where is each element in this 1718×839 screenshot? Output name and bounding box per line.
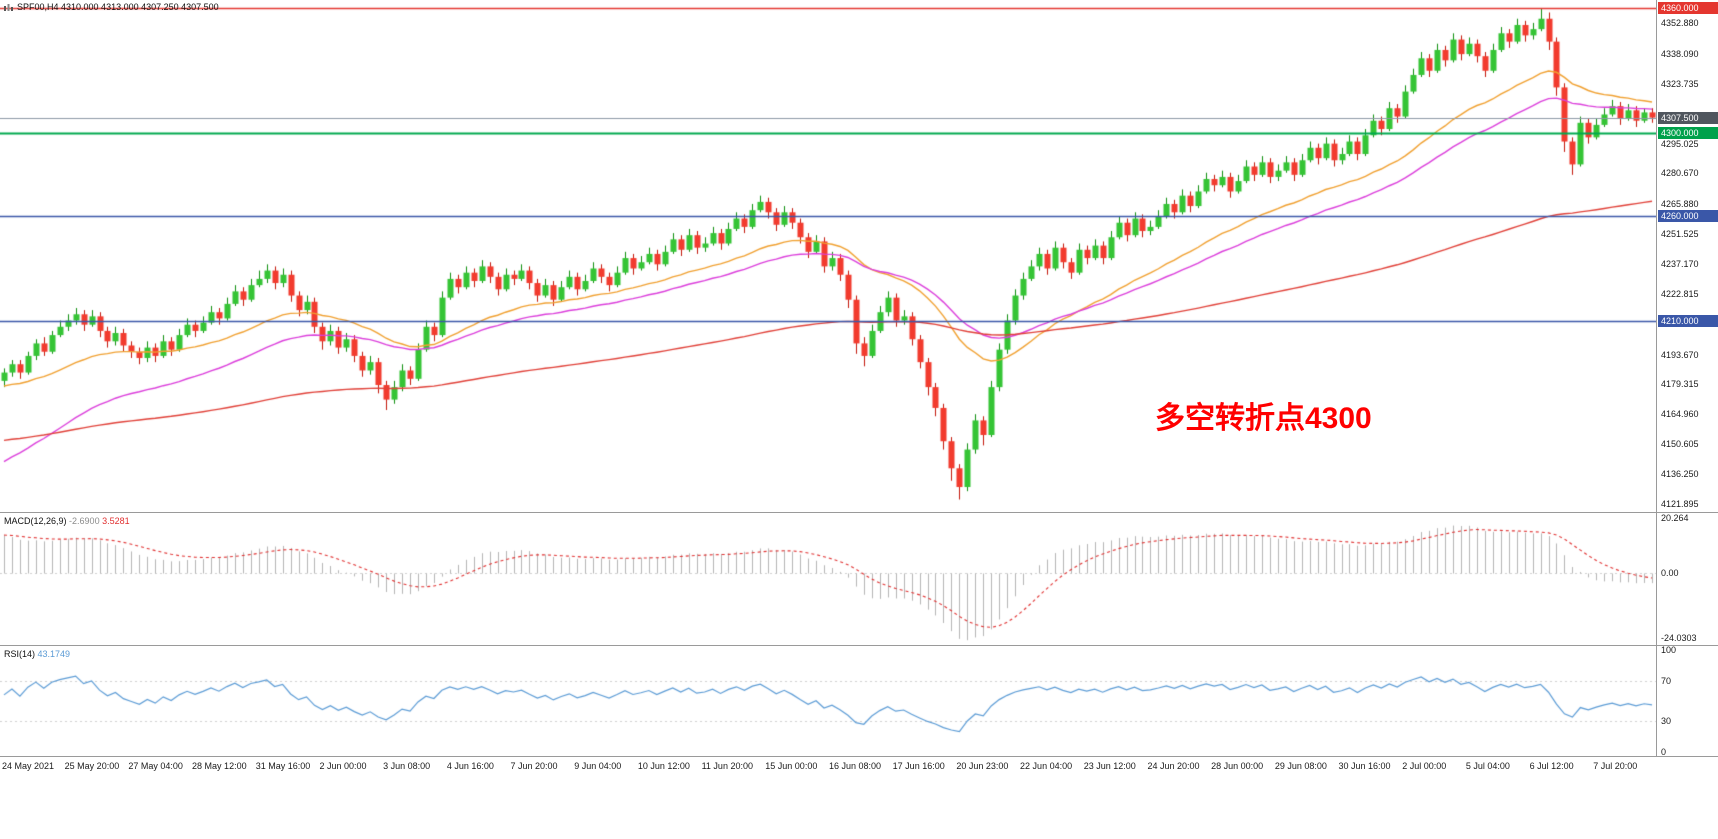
macd-signal-value: 3.5281 [102,516,130,526]
time-axis-label: 23 Jun 12:00 [1083,761,1136,771]
macd-axis-label: 0.00 [1661,567,1679,578]
time-axis-label: 22 Jun 04:00 [1020,761,1073,771]
time-axis-label: 2 Jun 00:00 [319,761,367,771]
time-axis-label: 30 Jun 16:00 [1338,761,1391,771]
panel-separator[interactable] [0,645,1718,646]
price-chart-panel: SPF00,H4 4310.000 4313.000 4307.250 4307… [0,0,1718,512]
price-tick-label: 4237.170 [1661,258,1699,269]
macd-axis[interactable]: 20.264 0.00 -24.0303 [1656,513,1718,645]
price-axis[interactable]: 4352.880 4338.090 4323.735 4295.025 4280.670… [1656,0,1718,512]
time-axis-label: 7 Jul 20:00 [1593,761,1638,771]
time-axis-label: 10 Jun 12:00 [637,761,690,771]
rsi-value: 43.1749 [37,649,71,659]
price-tick-label: 4338.090 [1661,48,1699,59]
time-axis-label: 25 May 20:00 [64,761,120,771]
price-badge: 4300.000 [1658,127,1718,140]
price-chart-canvas[interactable] [0,0,1656,512]
time-axis-label: 28 May 12:00 [192,761,247,771]
time-axis-label: 2 Jul 00:00 [1402,761,1447,771]
price-tick-label: 4150.605 [1661,439,1699,450]
rsi-axis-label: 0 [1661,747,1667,756]
price-tick-label: 4164.960 [1661,409,1699,420]
time-axis-label: 20 Jun 23:00 [956,761,1009,771]
time-axis-label: 15 Jun 00:00 [765,761,818,771]
rsi-name: RSI(14) [4,649,36,659]
macd-axis-label: -24.0303 [1661,633,1697,644]
price-tick-label: 4352.880 [1661,18,1699,29]
time-axis-label: 7 Jun 20:00 [510,761,558,771]
macd-main-value: -2.6900 [69,516,100,526]
time-axis-label: 24 Jun 20:00 [1147,761,1200,771]
time-axis-label: 24 May 2021 [2,761,55,771]
price-tick-label: 4295.025 [1661,138,1699,149]
rsi-axis-label: 30 [1661,716,1672,727]
price-badge: 4360.000 [1658,2,1718,15]
time-axis-label: 4 Jun 16:00 [446,761,494,771]
time-axis-label: 5 Jul 04:00 [1465,761,1510,771]
rsi-axis-label: 100 [1661,646,1677,655]
symbol-ohlc-label: SPF00,H4 4310.000 4313.000 4307.250 4307… [4,2,219,12]
time-axis[interactable]: 24 May 2021 25 May 20:00 27 May 04:00 28 Ma… [0,758,1718,780]
rsi-axis[interactable]: 100 70 30 0 [1656,646,1718,756]
time-axis-label: 17 Jun 16:00 [892,761,945,771]
price-badge: 4260.000 [1658,210,1718,223]
rsi-canvas[interactable] [0,646,1656,756]
macd-name: MACD(12,26,9) [4,516,67,526]
price-badge: 4210.000 [1658,314,1718,327]
time-axis-label: 9 Jun 04:00 [574,761,622,771]
price-tick-label: 4136.250 [1661,469,1699,480]
price-tick-label: 4251.525 [1661,229,1699,240]
price-badge: 4307.500 [1658,111,1718,124]
time-axis-label: 3 Jun 08:00 [383,761,431,771]
price-tick-label: 4222.815 [1661,288,1699,299]
time-axis-label: 29 Jun 08:00 [1274,761,1327,771]
chart-icon [4,3,13,11]
time-axis-label: 27 May 04:00 [128,761,183,771]
chart-annotation: 多空转折点4300 [1155,402,1372,435]
rsi-axis-label: 70 [1661,675,1672,686]
price-tick-label: 4280.670 [1661,168,1699,179]
price-tick-label: 4179.315 [1661,379,1699,390]
price-tick-label: 4265.880 [1661,199,1699,210]
rsi-label: RSI(14) 43.1749 [4,649,70,659]
panel-separator[interactable] [0,756,1718,757]
time-axis-label: 31 May 16:00 [255,761,311,771]
symbol-ohlc-text: SPF00,H4 4310.000 4313.000 4307.250 4307… [17,2,219,12]
time-axis-label: 6 Jul 12:00 [1529,761,1574,771]
rsi-panel: RSI(14) 43.1749 100 70 30 0 [0,646,1718,756]
time-axis-label: 11 Jun 20:00 [701,761,753,771]
price-tick-label: 4193.670 [1661,349,1699,360]
panel-separator[interactable] [0,512,1718,513]
time-axis-label: 28 Jun 00:00 [1211,761,1264,771]
macd-panel: MACD(12,26,9) -2.6900 3.5281 20.264 0.00 -… [0,513,1718,645]
price-tick-label: 4323.735 [1661,78,1699,89]
macd-label: MACD(12,26,9) -2.6900 3.5281 [4,516,130,526]
time-axis-label: 16 Jun 08:00 [828,761,882,771]
macd-axis-label: 20.264 [1661,513,1689,523]
price-tick-label: 4121.895 [1661,498,1699,509]
macd-canvas[interactable] [0,513,1656,645]
